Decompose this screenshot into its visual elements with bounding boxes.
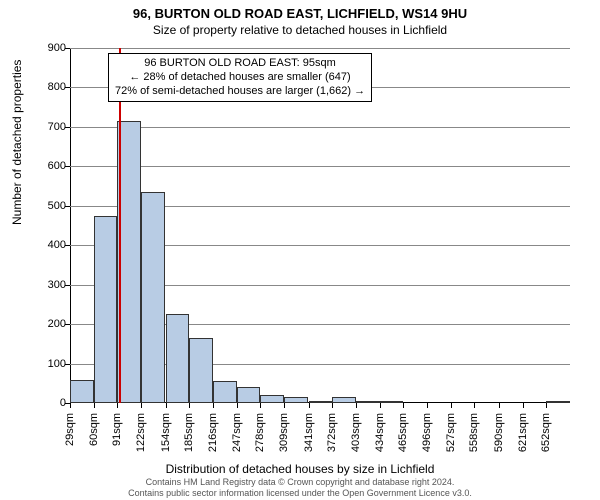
- histogram-bar: [141, 192, 165, 403]
- footer-line-1: Contains HM Land Registry data © Crown c…: [0, 477, 600, 487]
- histogram-bar: [213, 381, 237, 403]
- histogram-bar: [546, 401, 570, 403]
- chart-title: 96, BURTON OLD ROAD EAST, LICHFIELD, WS1…: [0, 0, 600, 21]
- xtick-mark: [94, 403, 95, 408]
- histogram-bar: [94, 216, 118, 403]
- gridline-h: [70, 166, 570, 167]
- ytick-label: 700: [26, 121, 66, 133]
- xtick-mark: [260, 403, 261, 408]
- histogram-bar: [356, 401, 380, 403]
- xtick-mark: [166, 403, 167, 408]
- annotation-box: 96 BURTON OLD ROAD EAST: 95sqm← 28% of d…: [108, 53, 372, 102]
- xtick-mark: [189, 403, 190, 408]
- ytick-label: 100: [26, 358, 66, 370]
- ytick-label: 300: [26, 279, 66, 291]
- histogram-bar: [284, 397, 308, 403]
- gridline-h: [70, 127, 570, 128]
- ytick-label: 200: [26, 318, 66, 330]
- ytick-label: 600: [26, 160, 66, 172]
- footer-attribution: Contains HM Land Registry data © Crown c…: [0, 477, 600, 498]
- y-axis-label: Number of detached properties: [10, 60, 24, 225]
- ytick-label: 900: [26, 42, 66, 54]
- histogram-bar: [166, 314, 190, 403]
- histogram-bar: [237, 387, 261, 403]
- xtick-mark: [117, 403, 118, 408]
- annotation-line-2: ← 28% of detached houses are smaller (64…: [115, 71, 365, 85]
- xtick-mark: [332, 403, 333, 408]
- xtick-mark: [70, 403, 71, 408]
- ytick-label: 800: [26, 81, 66, 93]
- xtick-mark: [237, 403, 238, 408]
- x-axis-label: Distribution of detached houses by size …: [0, 462, 600, 476]
- y-axis-line: [70, 48, 71, 403]
- histogram-bar: [309, 401, 333, 403]
- xtick-mark: [403, 403, 404, 408]
- histogram-bar: [189, 338, 213, 403]
- ytick-label: 0: [26, 397, 66, 409]
- xtick-mark: [141, 403, 142, 408]
- xtick-mark: [309, 403, 310, 408]
- annotation-line-3: 72% of semi-detached houses are larger (…: [115, 85, 365, 99]
- xtick-mark: [523, 403, 524, 408]
- xtick-mark: [451, 403, 452, 408]
- annotation-line-1: 96 BURTON OLD ROAD EAST: 95sqm: [115, 57, 365, 71]
- xtick-mark: [284, 403, 285, 408]
- xtick-mark: [380, 403, 381, 408]
- histogram-bar: [380, 401, 404, 403]
- chart-subtitle: Size of property relative to detached ho…: [0, 21, 600, 41]
- xtick-mark: [356, 403, 357, 408]
- footer-line-2: Contains public sector information licen…: [0, 488, 600, 498]
- xtick-mark: [427, 403, 428, 408]
- histogram-plot: 010020030040050060070080090029sqm60sqm91…: [70, 48, 570, 403]
- ytick-label: 500: [26, 200, 66, 212]
- xtick-mark: [213, 403, 214, 408]
- gridline-h: [70, 48, 570, 49]
- xtick-mark: [499, 403, 500, 408]
- ytick-label: 400: [26, 239, 66, 251]
- histogram-bar: [260, 395, 284, 403]
- histogram-bar: [70, 380, 94, 403]
- xtick-mark: [474, 403, 475, 408]
- xtick-mark: [546, 403, 547, 408]
- histogram-bar: [332, 397, 356, 403]
